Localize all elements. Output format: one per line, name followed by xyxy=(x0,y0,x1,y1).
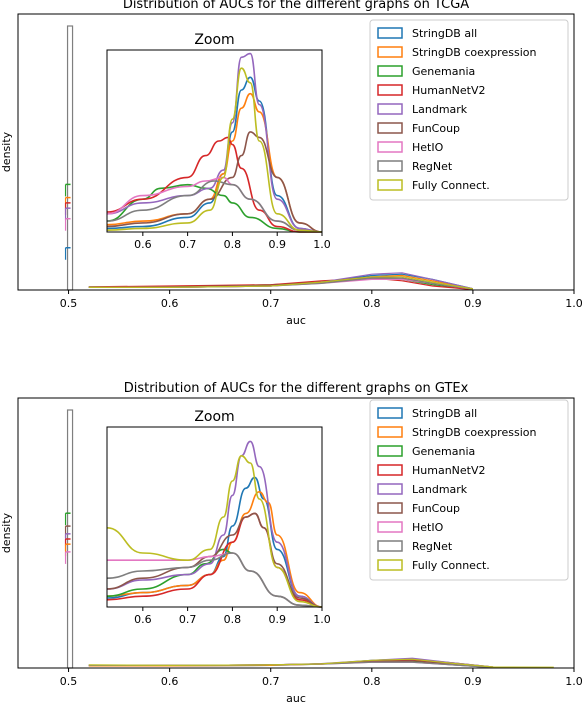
legend-label: RegNet xyxy=(412,540,453,553)
inset-series-line xyxy=(106,67,323,233)
legend-label: StringDB coexpression xyxy=(412,46,536,59)
legend-swatch xyxy=(377,464,403,476)
legend-label: HetIO xyxy=(412,521,444,534)
x-tick-label: 0.8 xyxy=(363,675,381,688)
axes-frame xyxy=(17,13,575,291)
inset-frame-border xyxy=(106,426,323,608)
x-tick-label: 0.7 xyxy=(262,675,280,688)
legend-swatch xyxy=(377,540,403,552)
inset-series-line xyxy=(106,183,322,233)
legend-label: Fully Connect. xyxy=(412,179,490,192)
legend-label: StringDB all xyxy=(412,407,477,420)
inset-series-line xyxy=(106,180,323,233)
spike-bar xyxy=(66,25,74,291)
inset-x-tick-label: 0.9 xyxy=(268,238,286,251)
y-axis-label: density xyxy=(0,512,13,553)
inset-x-tick-label: 0.7 xyxy=(179,238,197,251)
legend-label: HumanNetV2 xyxy=(412,84,486,97)
inset-x-tick-label: 0.6 xyxy=(134,238,152,251)
x-tick-label: 0.5 xyxy=(60,675,78,688)
legend-swatch xyxy=(377,65,403,77)
x-axis-label: auc xyxy=(286,692,306,705)
legend-label: HumanNetV2 xyxy=(412,464,486,477)
legend-box xyxy=(369,19,569,201)
x-tick-label: 0.6 xyxy=(161,297,179,310)
legend-swatch xyxy=(377,103,403,115)
inset-title: Zoom xyxy=(194,32,234,48)
legend-label: Fully Connect. xyxy=(412,559,490,572)
inset-x-tick-label: 0.8 xyxy=(224,238,242,251)
inset-series-line xyxy=(106,136,322,233)
inset-x-tick-label: 1.0 xyxy=(313,238,331,251)
legend-swatch xyxy=(377,426,403,438)
chart-title: Distribution of AUCs for the different g… xyxy=(124,381,469,396)
series-line xyxy=(88,276,473,290)
legend-label: Landmark xyxy=(412,483,468,496)
legend-swatch xyxy=(377,445,403,457)
chart-title: Distribution of AUCs for the different g… xyxy=(123,0,469,12)
legend-swatch xyxy=(377,179,403,191)
inset-x-tick-label: 0.6 xyxy=(134,613,152,626)
inset-x-tick-label: 0.9 xyxy=(268,613,286,626)
legend-swatch xyxy=(377,84,403,96)
legend-swatch xyxy=(377,141,403,153)
x-tick-label: 0.5 xyxy=(60,297,78,310)
legend-label: Genemania xyxy=(412,445,475,458)
inset-x-tick-label: 0.8 xyxy=(224,613,242,626)
x-tick-label: 0.9 xyxy=(464,675,482,688)
legend-swatch xyxy=(377,160,403,172)
legend-swatch xyxy=(377,407,403,419)
legend-box xyxy=(369,399,569,581)
legend-label: StringDB all xyxy=(412,27,477,40)
legend-label: FunCoup xyxy=(412,502,460,515)
legend-label: Landmark xyxy=(412,103,468,116)
x-tick-label: 0.8 xyxy=(363,297,381,310)
legend-swatch xyxy=(377,483,403,495)
inset-series-line xyxy=(106,454,323,608)
axes-frame xyxy=(17,397,575,669)
legend-label: RegNet xyxy=(412,160,453,173)
legend-swatch xyxy=(377,521,403,533)
x-tick-label: 0.6 xyxy=(161,675,179,688)
legend-swatch xyxy=(377,122,403,134)
x-tick-label: 1.0 xyxy=(565,297,583,310)
inset-series-line xyxy=(106,76,323,233)
inset-frame-border xyxy=(106,49,323,233)
x-axis-label: auc xyxy=(286,314,306,327)
legend-swatch xyxy=(377,559,403,571)
legend-label: StringDB coexpression xyxy=(412,426,536,439)
inset-series-line xyxy=(106,131,323,233)
legend-swatch xyxy=(377,27,403,39)
y-axis-label: density xyxy=(0,131,13,172)
inset-x-tick-label: 1.0 xyxy=(313,613,331,626)
legend-label: FunCoup xyxy=(412,122,460,135)
legend-label: HetIO xyxy=(412,141,444,154)
legend-label: Genemania xyxy=(412,65,475,78)
legend-swatch xyxy=(377,46,403,58)
legend-swatch xyxy=(377,502,403,514)
chart-panel-2: Distribution of AUCs for the different g… xyxy=(0,381,583,705)
inset-series-line xyxy=(106,512,323,608)
x-tick-label: 0.9 xyxy=(464,297,482,310)
x-tick-label: 1.0 xyxy=(565,675,583,688)
chart-panel-1: Distribution of AUCs for the different g… xyxy=(0,0,583,327)
inset-series-line xyxy=(106,552,323,608)
inset-title: Zoom xyxy=(194,409,234,425)
series-line xyxy=(88,658,554,668)
inset-x-tick-label: 0.7 xyxy=(179,613,197,626)
x-tick-label: 0.7 xyxy=(262,297,280,310)
